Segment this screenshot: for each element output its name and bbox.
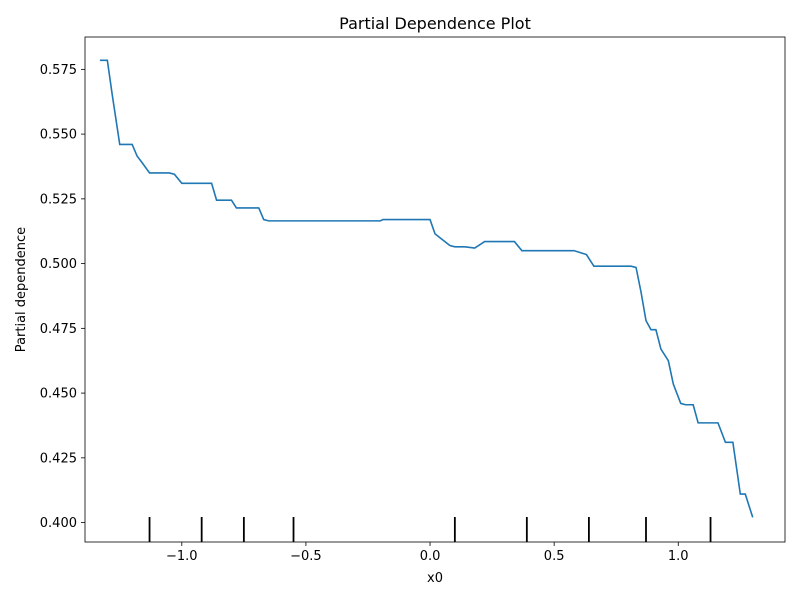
chart-title: Partial Dependence Plot xyxy=(339,14,531,33)
y-tick-label: 0.450 xyxy=(40,387,77,402)
y-tick-label: 0.550 xyxy=(40,128,77,143)
y-tick-label: 0.575 xyxy=(40,63,77,78)
x-tick-label: 0.0 xyxy=(420,549,441,564)
x-tick-label: 0.5 xyxy=(544,549,565,564)
plot-frame xyxy=(84,36,786,543)
x-tick-label: −1.0 xyxy=(166,549,198,564)
y-tick-label: 0.525 xyxy=(40,192,77,207)
x-tick-label: 1.0 xyxy=(668,549,689,564)
x-axis-ticks: −1.0 −0.5 0.0 0.5 1.0 xyxy=(166,542,689,564)
x-tick-label: −0.5 xyxy=(290,549,322,564)
x-axis-label: x0 xyxy=(427,571,443,586)
partial-dependence-line xyxy=(99,59,754,518)
y-tick-label: 0.475 xyxy=(40,322,77,337)
y-tick-label: 0.500 xyxy=(40,257,77,272)
y-tick-label: 0.400 xyxy=(40,516,77,531)
rug-marks xyxy=(148,517,712,542)
y-axis-ticks: 0.400 0.425 0.450 0.475 0.500 0.525 0.550 0.575 xyxy=(40,63,85,531)
y-axis-label: Partial dependence xyxy=(14,227,29,352)
y-tick-label: 0.425 xyxy=(40,451,77,466)
